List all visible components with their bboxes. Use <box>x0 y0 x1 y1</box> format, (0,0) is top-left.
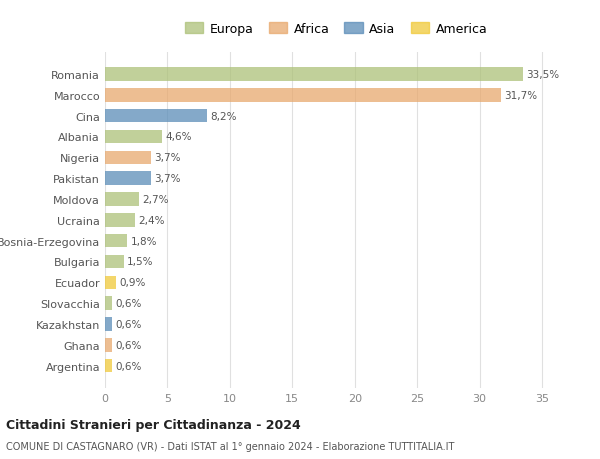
Text: 33,5%: 33,5% <box>526 70 560 80</box>
Text: Cittadini Stranieri per Cittadinanza - 2024: Cittadini Stranieri per Cittadinanza - 2… <box>6 418 301 431</box>
Text: 0,6%: 0,6% <box>116 298 142 308</box>
Bar <box>105 130 163 144</box>
Text: 2,7%: 2,7% <box>142 195 169 205</box>
Text: 3,7%: 3,7% <box>154 174 181 184</box>
Bar <box>105 110 208 123</box>
Text: 4,6%: 4,6% <box>166 132 192 142</box>
Bar <box>105 297 112 310</box>
Text: 1,5%: 1,5% <box>127 257 154 267</box>
Text: 1,8%: 1,8% <box>131 236 157 246</box>
Bar <box>105 359 112 373</box>
Text: 31,7%: 31,7% <box>504 90 537 101</box>
Bar <box>105 151 151 165</box>
Text: 0,9%: 0,9% <box>119 278 146 288</box>
Text: 0,6%: 0,6% <box>116 319 142 329</box>
Bar <box>105 276 116 290</box>
Text: 0,6%: 0,6% <box>116 361 142 371</box>
Text: 0,6%: 0,6% <box>116 340 142 350</box>
Text: 8,2%: 8,2% <box>211 112 237 121</box>
Legend: Europa, Africa, Asia, America: Europa, Africa, Asia, America <box>181 19 491 40</box>
Bar <box>105 193 139 206</box>
Bar <box>105 89 501 102</box>
Bar <box>105 213 135 227</box>
Bar <box>105 255 124 269</box>
Text: 2,4%: 2,4% <box>138 215 164 225</box>
Bar <box>105 235 127 248</box>
Bar <box>105 172 151 185</box>
Bar <box>105 68 523 82</box>
Text: 3,7%: 3,7% <box>154 153 181 163</box>
Bar <box>105 338 112 352</box>
Text: COMUNE DI CASTAGNARO (VR) - Dati ISTAT al 1° gennaio 2024 - Elaborazione TUTTITA: COMUNE DI CASTAGNARO (VR) - Dati ISTAT a… <box>6 441 454 451</box>
Bar <box>105 318 112 331</box>
